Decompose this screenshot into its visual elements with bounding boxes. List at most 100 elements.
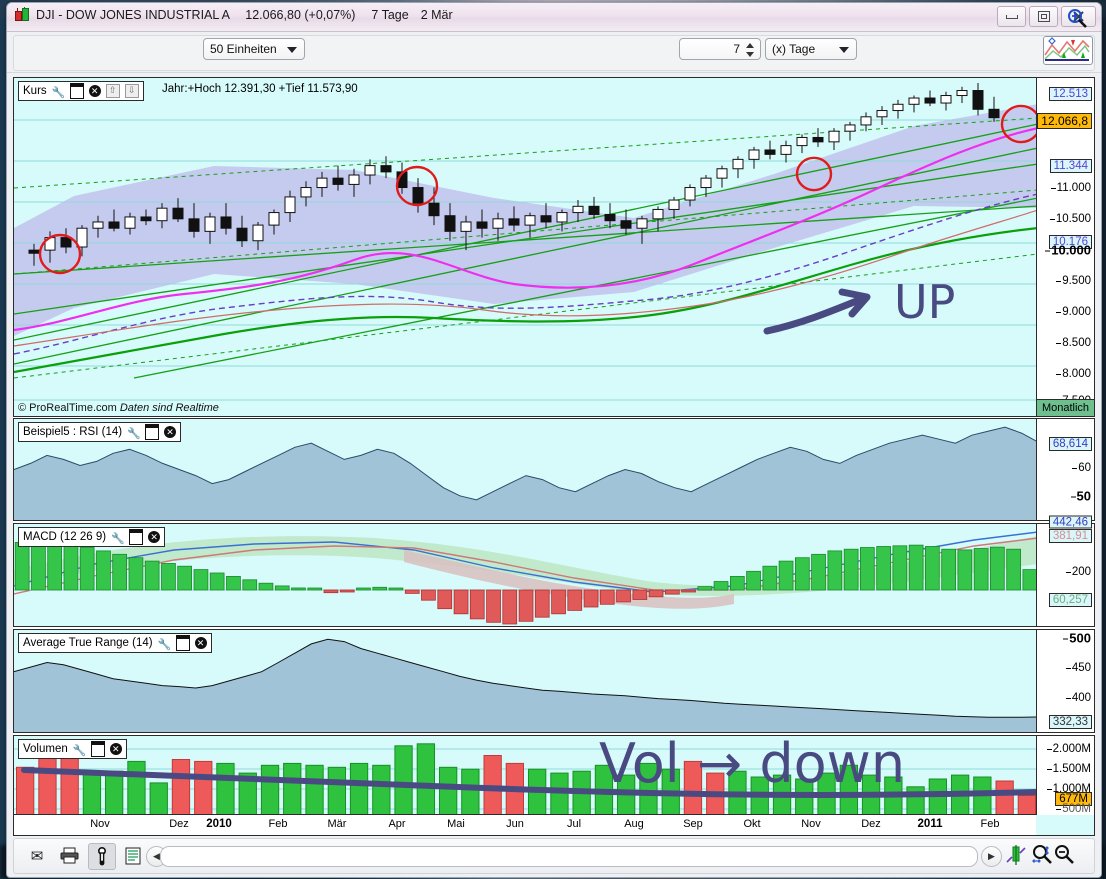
window-title: DJI - DOW JONES INDUSTRIAL A 12.066,80 (… [36,8,453,22]
fit-chart-icon[interactable] [1005,844,1028,867]
price-tag-low: 10.176 [1048,235,1092,249]
panel-atr[interactable]: Average True Range (14) ✕ 500 450 400 33… [13,629,1095,733]
window-icon[interactable] [145,424,160,440]
chart-toolbar: 50 Einheiten 7 (x) Tage [7,32,1101,73]
price-axis[interactable]: 12.513 12.066,8 11.344 11.000 10.500 10.… [1036,78,1094,416]
volume-panel-header[interactable]: Volumen ✕ [18,739,127,759]
atr-panel-header[interactable]: Average True Range (14) ✕ [18,633,212,653]
wrench-icon[interactable] [111,531,124,544]
print-icon[interactable] [56,843,82,868]
rsi-plot[interactable]: Beispiel5 : RSI (14) ✕ [14,419,1036,520]
close-icon[interactable]: ✕ [148,531,161,543]
ma-violet-dashed [14,193,1036,355]
rsi-chart-svg [14,419,1036,520]
window-controls [997,6,1096,27]
timeframe-select[interactable]: (x) Tage [765,38,857,60]
x-axis-label: Feb [268,818,288,830]
panel-volume[interactable]: Volumen ✕ 2.000M 1.500M 1.000M 677M 500M… [13,735,1095,836]
rsi-tag-value: 68,614 [1048,437,1092,451]
macd-tick: 200 [1065,566,1091,578]
rsi-panel-header[interactable]: Beispiel5 : RSI (14) ✕ [18,422,182,442]
volume-tag-last: 677M [1055,792,1092,806]
units-select[interactable]: 50 Einheiten [203,38,305,60]
price-tag-mid: 11.344 [1049,159,1092,173]
price-plot[interactable]: UP Kurs ✕ ⇧ ⇩ Jahr:+Hoch 12.391,30 +Tief… [14,78,1036,416]
zoom-drag-icon[interactable] [1031,844,1054,867]
title-period: 7 Tage [371,7,409,22]
mail-icon[interactable]: ✉ [30,847,44,865]
bottom-toolbar: ✉ ◀ ▶ [13,838,1095,874]
timeframe-badge[interactable]: Monatlich [1037,399,1094,416]
minimize-button[interactable] [997,6,1026,27]
panel-rsi[interactable]: Beispiel5 : RSI (14) ✕ 68,614 60 50 [13,418,1095,521]
maximize-button[interactable] [1029,6,1058,27]
window-icon[interactable] [129,529,144,545]
price-tick: 11.000 [1050,182,1091,194]
macd-panel-title: MACD (12 26 9) [23,531,107,543]
watermark-owner: © ProRealTime.com [18,402,117,414]
chevron-down-icon [287,47,297,53]
scroll-right-button[interactable]: ▶ [981,846,1002,867]
price-chart-svg: UP [14,78,1036,416]
title-price: 12.066,80 (+0,07%) [245,7,356,22]
zoom-in-button[interactable] [1066,8,1089,31]
close-icon[interactable]: ✕ [194,637,207,649]
x-axis-label: 2011 [917,818,943,830]
move-down-icon[interactable]: ⇩ [124,84,139,98]
rsi-axis[interactable]: 68,614 60 50 [1036,419,1094,520]
wrench-icon[interactable] [158,637,171,650]
macd-cloud-green [14,536,1036,596]
chart-tool-button[interactable] [1043,36,1093,65]
zoom-out-button[interactable] [1053,844,1076,867]
volume-plot[interactable]: Volumen ✕ [14,736,1036,815]
window-icon[interactable] [69,83,84,99]
atr-tick: 450 [1065,662,1091,674]
chart-tool-icon [1044,37,1090,62]
price-panel-header[interactable]: Kurs ✕ ⇧ ⇩ [18,81,144,101]
close-icon[interactable]: ✕ [164,426,177,438]
candlestick-icon [15,7,29,22]
ma-pink [14,127,1036,332]
x-axis-label: Jun [506,818,524,830]
probe-icon[interactable] [88,843,116,870]
panel-macd[interactable]: MACD (12 26 9) ✕ 442,46 381,91 200 60,25… [13,515,1095,627]
macd-panel-header[interactable]: MACD (12 26 9) ✕ [18,527,166,547]
volume-axis[interactable]: 2.000M 1.500M 1.000M 677M 500M [1036,736,1094,815]
up-annotation-text: UP [894,275,955,329]
atr-axis[interactable]: 500 450 400 332,33 [1036,630,1094,732]
window-title-bar[interactable]: DJI - DOW JONES INDUSTRIAL A 12.066,80 (… [7,3,1101,32]
panel-price[interactable]: UP Kurs ✕ ⇧ ⇩ Jahr:+Hoch 12.391,30 +Tief… [13,77,1095,417]
units-select-value: 50 Einheiten [210,42,277,56]
price-candles [28,83,1000,266]
price-tick: 10.500 [1049,213,1091,225]
document-icon[interactable] [120,843,146,868]
ma-green [14,227,1036,374]
close-icon[interactable]: ✕ [109,743,122,755]
wrench-icon[interactable] [73,743,86,756]
rsi-tick: 50 [1070,488,1091,504]
stepper-arrows-icon[interactable] [746,42,754,58]
scroll-right-label: ▶ [988,851,995,861]
close-button[interactable] [1061,6,1096,27]
atr-plot[interactable]: Average True Range (14) ✕ [14,630,1036,732]
x-axis-label: Mär [327,818,347,830]
atr-area [14,638,1036,732]
scroll-left-label: ◀ [153,851,160,861]
window-icon[interactable] [175,635,190,651]
x-axis[interactable]: Nov Dez 2010 Feb Mär Apr Mai Jun Jul Aug Sep Okt Nov… [14,814,1036,835]
window-icon[interactable] [90,741,105,757]
wrench-icon[interactable] [127,426,140,439]
volume-tick: 1.500M [1046,763,1091,775]
up-annotation [763,288,871,335]
macd-plot[interactable]: MACD (12 26 9) ✕ [14,524,1036,626]
macd-axis[interactable]: 442,46 381,91 200 60,257 [1036,515,1094,626]
period-stepper-value: 7 [733,42,740,56]
period-stepper[interactable]: 7 [679,38,761,60]
x-axis-label: Nov [801,818,821,830]
wrench-icon[interactable] [52,85,65,98]
move-up-icon[interactable]: ⇧ [105,84,120,98]
horizontal-scrollbar[interactable] [160,846,978,867]
prorealtime-chart-window: DJI - DOW JONES INDUSTRIAL A 12.066,80 (… [6,2,1102,878]
close-icon[interactable]: ✕ [88,85,101,97]
atr-tick: 400 [1065,692,1091,704]
